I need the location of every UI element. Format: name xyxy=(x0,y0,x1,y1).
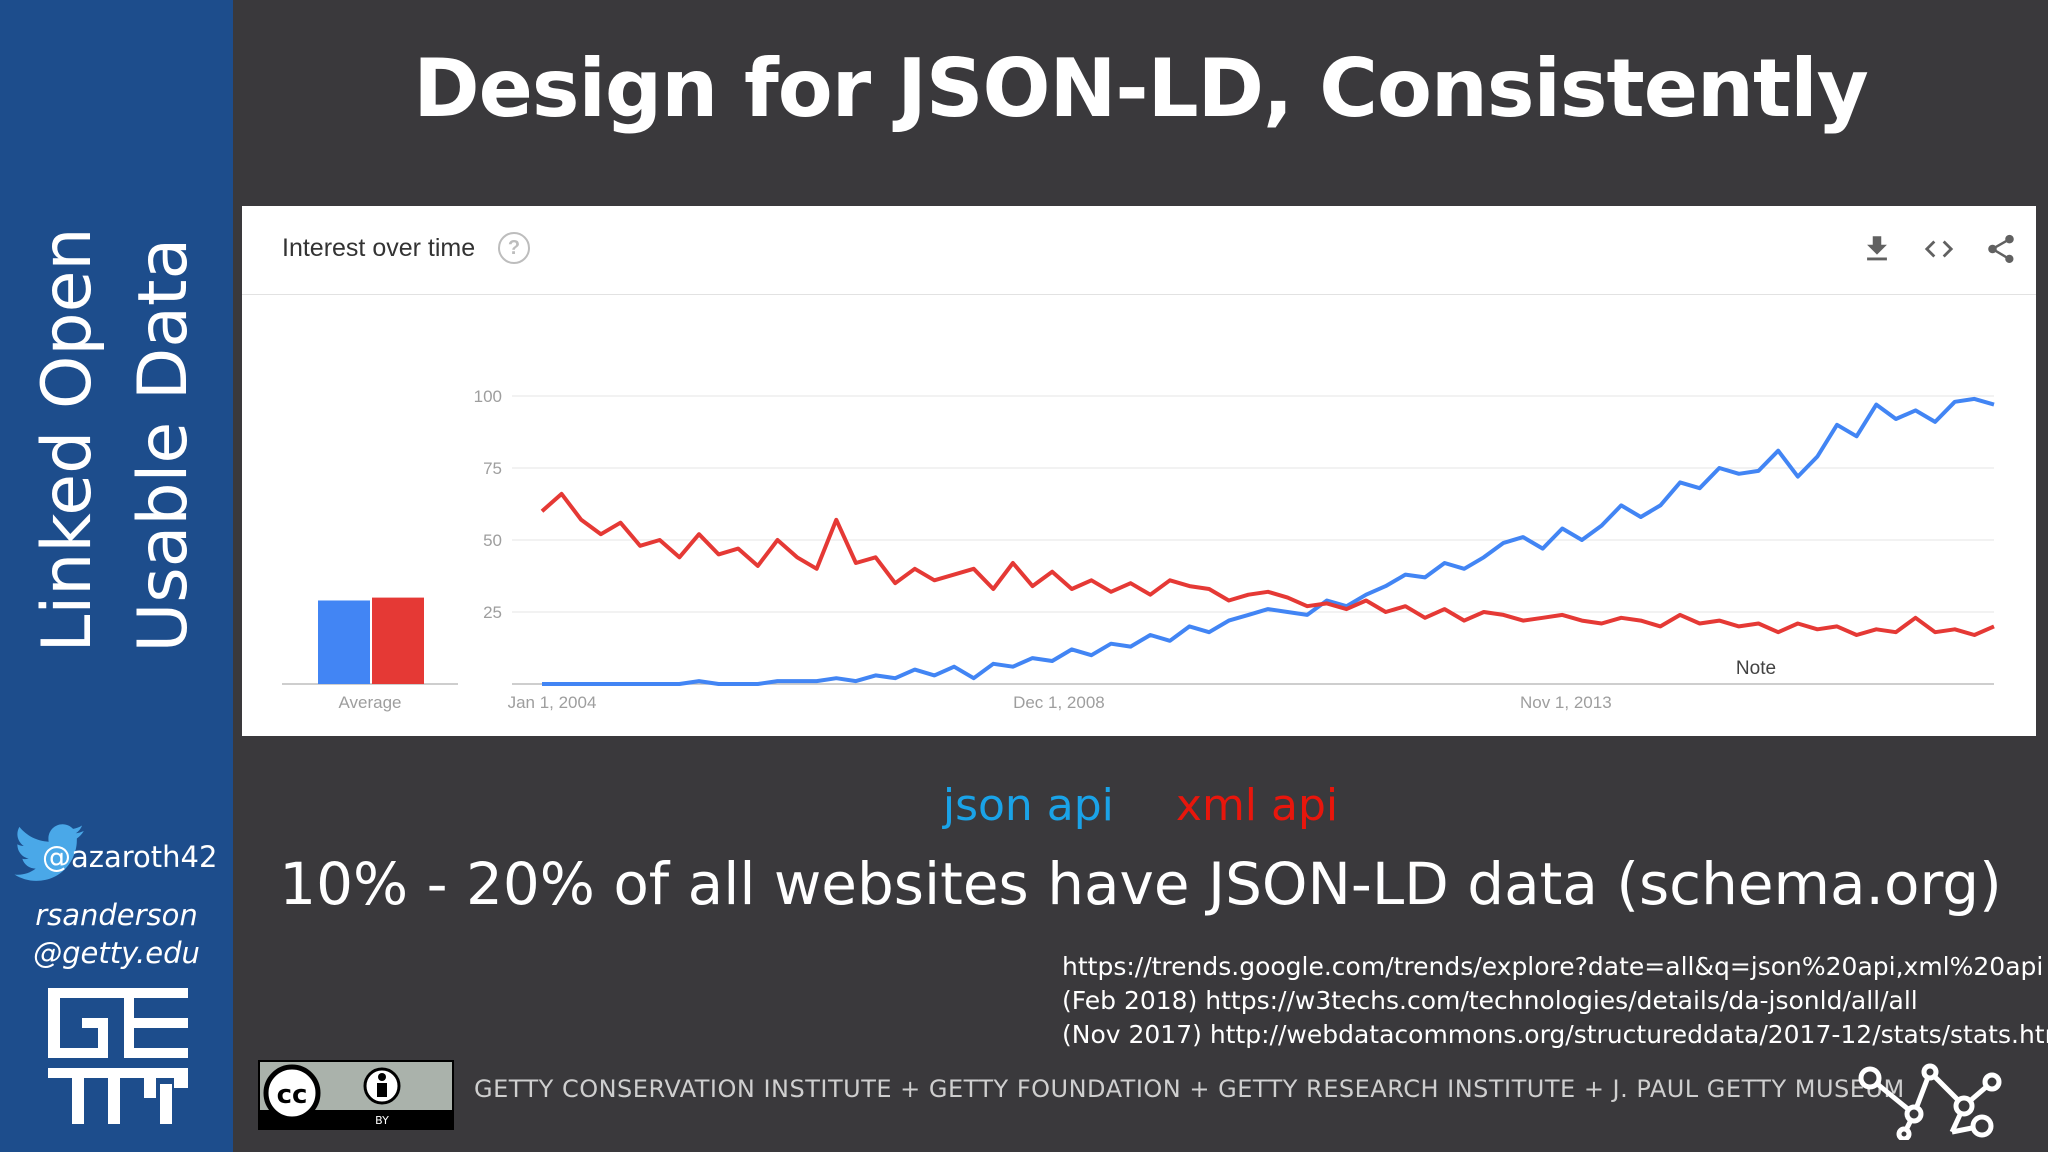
svg-text:BY: BY xyxy=(375,1114,389,1127)
sidebar-title-line2: Usable Data xyxy=(124,237,203,653)
y-tick-50: 50 xyxy=(483,531,502,550)
references: https://trends.google.com/trends/explore… xyxy=(1062,950,2048,1052)
legend: json api xml api xyxy=(233,780,2048,831)
email-line1: rsanderson xyxy=(35,898,198,932)
share-icon[interactable] xyxy=(1984,232,2018,266)
x-tick-1: Dec 1, 2008 xyxy=(1013,693,1105,712)
legend-xml-api: xml api xyxy=(1175,780,1339,831)
help-icon[interactable]: ? xyxy=(498,232,530,264)
x-tick-0: Jan 1, 2004 xyxy=(508,693,597,712)
average-label: Average xyxy=(338,693,401,712)
y-tick-labels: 25 50 75 100 xyxy=(474,387,502,622)
network-graph-logo-icon xyxy=(1858,1063,2002,1140)
y-tick-25: 25 xyxy=(483,603,502,622)
interest-chart: 25 50 75 100 Jan 1, 2004 Dec 1, 2008 Nov 1, 2… xyxy=(282,387,1995,712)
series-lines xyxy=(540,396,1995,686)
reference-w3techs: (Feb 2018) https://w3techs.com/technolog… xyxy=(1062,986,1918,1015)
getty-logo-icon xyxy=(48,988,188,1124)
twitter-handle: @azaroth42 xyxy=(42,840,218,874)
cc-by-license-icon: cc BY xyxy=(258,1060,454,1130)
stat-statement: 10% - 20% of all websites have JSON-LD d… xyxy=(279,850,2002,918)
x-tick-2: Nov 1, 2013 xyxy=(1520,693,1612,712)
grid xyxy=(512,395,1994,685)
note-annotation: Note xyxy=(1736,658,1776,679)
average-bars: Average xyxy=(282,597,458,712)
svg-text:cc: cc xyxy=(277,1080,308,1110)
average-bar-xml-api xyxy=(372,597,424,684)
sidebar: Linked Open Usable Data @azaroth42 rsand… xyxy=(0,0,233,1152)
annotations: Note xyxy=(1736,658,1776,679)
sidebar-title-line1: Linked Open xyxy=(28,227,107,653)
series-line-json-api xyxy=(542,396,1995,686)
series-line-xml-api xyxy=(540,491,1995,637)
download-icon[interactable] xyxy=(1860,232,1894,266)
footer-institutions: GETTY CONSERVATION INSTITUTE + GETTY FOU… xyxy=(474,1075,1905,1103)
email: rsanderson @getty.edu xyxy=(0,896,233,972)
average-bar-json-api xyxy=(318,600,370,684)
embed-icon[interactable] xyxy=(1922,232,1956,266)
legend-json-api: json api xyxy=(942,780,1114,831)
reference-webdatacommons: (Nov 2017) http://webdatacommons.org/str… xyxy=(1062,1020,2048,1049)
email-line2: @getty.edu xyxy=(33,936,200,970)
reference-trends: https://trends.google.com/trends/explore… xyxy=(1062,952,2044,981)
panel-title: Interest over time xyxy=(282,234,476,262)
y-tick-75: 75 xyxy=(483,459,502,478)
x-tick-labels: Jan 1, 2004 Dec 1, 2008 Nov 1, 2013 xyxy=(508,693,1612,712)
panel-header: Interest over time ? xyxy=(242,206,2036,295)
y-tick-100: 100 xyxy=(474,387,502,406)
trends-panel: Interest over time ? 25 50 75 100 Jan 1, 20… xyxy=(242,206,2036,736)
slide-title: Design for JSON-LD, Consistently xyxy=(413,42,1869,135)
twitter-bird-icon xyxy=(14,824,84,881)
